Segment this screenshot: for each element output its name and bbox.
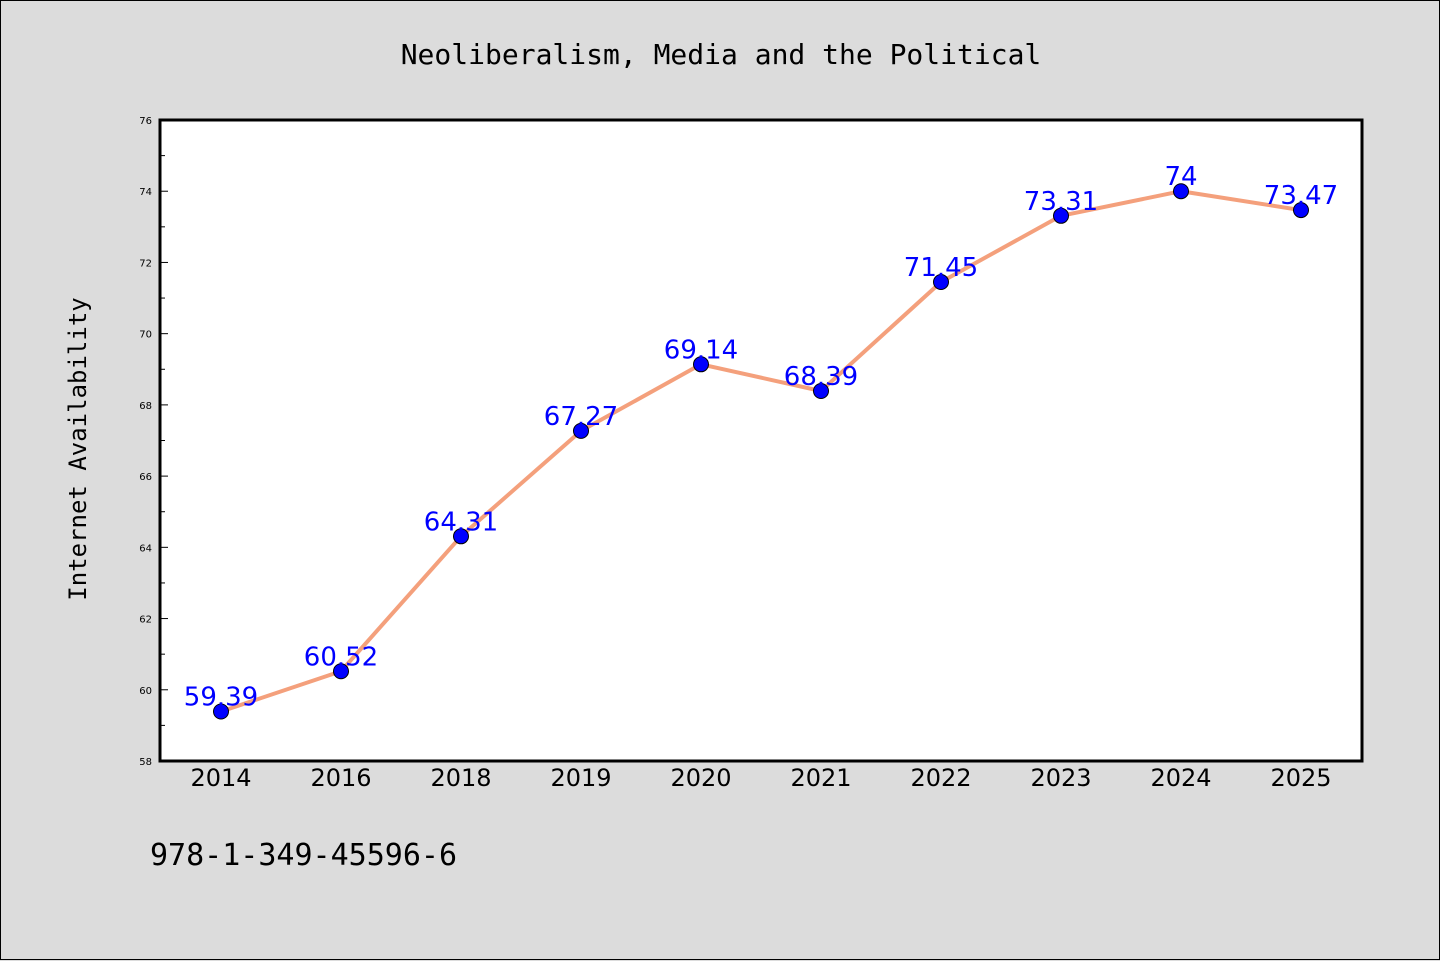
data-point-marker (453, 528, 469, 545)
data-label: 67.27 (544, 402, 618, 432)
data-label: 59.39 (184, 683, 258, 713)
data-point-marker (333, 663, 349, 680)
series-markers (213, 183, 1309, 720)
x-tick-label: 2024 (1150, 764, 1211, 792)
y-tick-label: 64 (139, 543, 152, 554)
y-tick-label: 70 (139, 330, 152, 341)
chart-title: Neoliberalism, Media and the Political (401, 38, 1042, 71)
x-tick-label: 2022 (910, 764, 971, 792)
y-tick-label: 60 (139, 686, 152, 697)
y-tick-label: 68 (139, 401, 152, 412)
data-label: 73.31 (1024, 187, 1098, 217)
data-label: 71.45 (904, 253, 978, 283)
data-label: 64.31 (424, 507, 498, 537)
data-label: 69.14 (664, 335, 738, 365)
series-line-layer (220, 189, 1302, 714)
x-tick-label: 2023 (1030, 764, 1091, 792)
plot-border (158, 118, 1364, 763)
x-tick-label: 2019 (550, 764, 611, 792)
y-axis-label: Internet Availability (64, 297, 92, 600)
x-tick-label: 2020 (670, 764, 731, 792)
x-tick-label: 2021 (790, 764, 851, 792)
data-label: 60.52 (304, 642, 378, 672)
series-line (220, 189, 1302, 714)
data-point-marker (933, 274, 949, 291)
y-tick-label: 76 (139, 116, 152, 127)
data-point-marker (1173, 183, 1189, 200)
x-tick-label: 2018 (430, 764, 491, 792)
y-tick-label: 74 (139, 187, 152, 198)
x-tick-label: 2014 (190, 764, 251, 792)
plot-area (160, 120, 1362, 761)
data-point-marker (213, 703, 229, 720)
isbn-footer: 978-1-349-45596-6 (150, 838, 457, 873)
data-point-marker (1293, 202, 1309, 219)
y-tick-label: 58 (139, 757, 152, 768)
data-label: 73.47 (1264, 181, 1338, 211)
x-tick-label: 2025 (1270, 764, 1331, 792)
data-point-marker (1053, 207, 1069, 224)
axis-ticks: 58 60 62 64 66 68 70 72 74 76 2014 2016 2018 2019 2020… (139, 116, 1331, 792)
data-point-marker (573, 422, 589, 439)
data-point-marker (813, 383, 829, 400)
y-tick-label: 62 (139, 615, 152, 626)
data-label: 68.39 (784, 362, 858, 392)
y-tick-label: 72 (139, 258, 152, 269)
data-point-marker (693, 356, 709, 373)
x-tick-label: 2016 (310, 764, 371, 792)
data-label: 74 (1164, 162, 1197, 192)
y-tick-label: 66 (139, 472, 152, 483)
data-labels: 59.39 60.52 64.31 67.27 69.14 68.39 71.45 73.31… (184, 162, 1338, 712)
